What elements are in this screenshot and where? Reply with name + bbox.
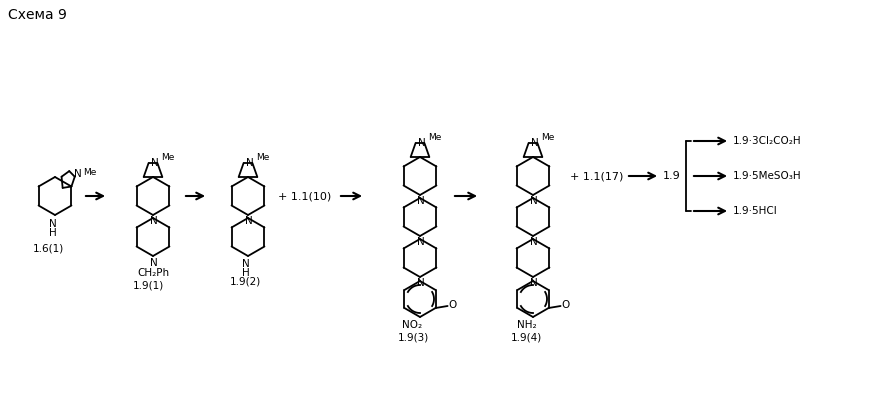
Text: N: N [150, 258, 158, 268]
Text: N: N [530, 196, 538, 206]
Text: 1.9: 1.9 [663, 171, 681, 181]
Text: N: N [530, 237, 538, 247]
Text: N: N [417, 237, 425, 247]
Text: 1.9(4): 1.9(4) [511, 332, 542, 342]
Text: N: N [417, 278, 425, 288]
Text: N: N [151, 158, 159, 168]
Text: N: N [242, 259, 250, 269]
Text: N: N [74, 169, 81, 179]
Text: 1.9(2): 1.9(2) [230, 276, 262, 286]
Text: 1.6(1): 1.6(1) [33, 243, 64, 253]
Text: 1.9·5HCl: 1.9·5HCl [733, 206, 778, 216]
Text: 1.9·3Cl₂CO₂H: 1.9·3Cl₂CO₂H [733, 136, 802, 146]
Text: + 1.1(17): + 1.1(17) [570, 171, 623, 181]
Text: N: N [246, 158, 254, 168]
Text: N: N [245, 216, 253, 226]
Text: 1.9(3): 1.9(3) [398, 332, 430, 342]
Text: NH₂: NH₂ [517, 320, 537, 330]
Text: 1.9(1): 1.9(1) [133, 280, 164, 290]
Text: + 1.1(10): + 1.1(10) [278, 191, 332, 201]
Text: Схема 9: Схема 9 [8, 8, 66, 22]
Text: CH₂Ph: CH₂Ph [136, 268, 169, 278]
Text: O: O [562, 300, 570, 310]
Text: N: N [531, 138, 539, 148]
Text: Me: Me [256, 153, 270, 162]
Text: N: N [530, 278, 538, 288]
Text: NO₂: NO₂ [402, 320, 422, 330]
Text: H: H [49, 228, 57, 238]
Text: Me: Me [541, 133, 555, 142]
Text: N: N [150, 216, 158, 226]
Text: O: O [449, 300, 457, 310]
Text: 1.9·5MeSO₃H: 1.9·5MeSO₃H [733, 171, 802, 181]
Text: Me: Me [161, 153, 174, 162]
Text: H: H [242, 268, 250, 278]
Text: N: N [417, 196, 425, 206]
Text: Me: Me [428, 133, 441, 142]
Text: Me: Me [83, 169, 96, 178]
Text: N: N [418, 138, 426, 148]
Text: N: N [49, 219, 57, 229]
